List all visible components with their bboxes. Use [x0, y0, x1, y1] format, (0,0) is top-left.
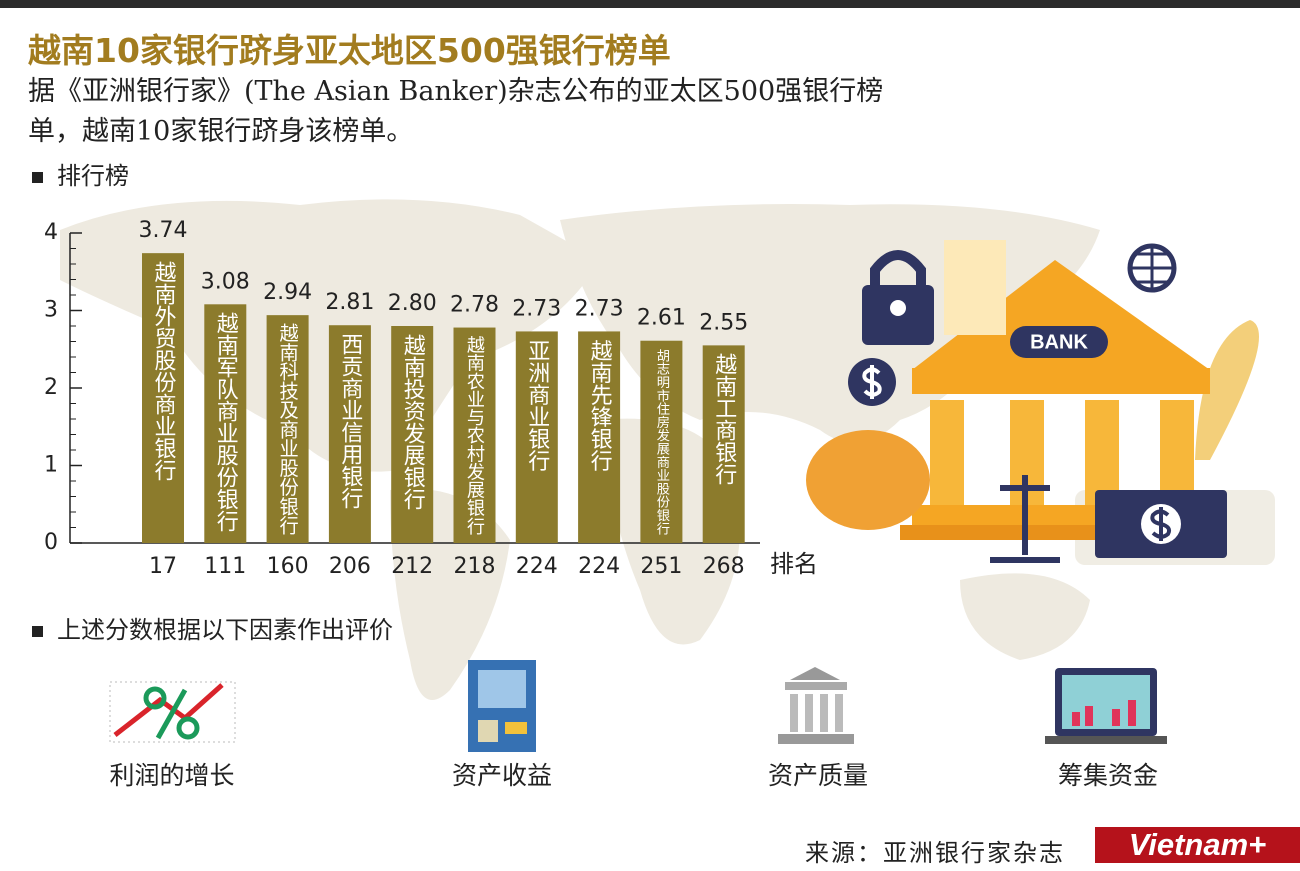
y-tick-label: 0 — [44, 530, 58, 555]
bar — [266, 315, 309, 543]
bank-name: 越南工商银行 — [711, 353, 737, 485]
value-label: 2.61 — [637, 306, 686, 331]
bank-name: 亚洲商业银行 — [524, 339, 550, 471]
bank-sign: BANK — [1030, 331, 1088, 353]
rank-label: 268 — [703, 554, 745, 579]
value-label: 2.78 — [450, 293, 499, 318]
source: 来源：亚洲银行家杂志 — [805, 839, 1065, 867]
subtitle: 据《亚洲银行家》(The Asian Banker)杂志公布的亚太区500强银行… — [28, 76, 884, 147]
bar — [578, 331, 621, 543]
factors-title: 上述分数根据以下因素作出评价 — [32, 610, 393, 645]
bar — [640, 340, 683, 543]
value-label: 2.94 — [263, 280, 312, 305]
factor-label: 利润的增长 — [109, 761, 235, 790]
bar — [204, 304, 247, 543]
bar — [328, 325, 371, 543]
rank-label: 160 — [267, 554, 309, 579]
bank-name: 胡志明市住房发展商业股份银行 — [654, 348, 670, 536]
y-tick-label: 3 — [44, 298, 58, 323]
y-tick-label: 2 — [44, 375, 58, 400]
factor-label: 资产质量 — [767, 761, 868, 790]
bar — [142, 253, 184, 543]
title: 越南10家银行跻身亚太地区500强银行榜单 — [28, 31, 671, 70]
rank-label: 224 — [578, 554, 620, 579]
bank-name: 越南军队商业股份银行 — [213, 312, 239, 532]
logo: Vietnam+ — [1095, 827, 1300, 863]
factor-icons — [109, 660, 1167, 752]
factor-label: 资产收益 — [451, 761, 552, 790]
rank-label: 212 — [391, 554, 433, 579]
bar — [453, 327, 496, 543]
factor-label: 筹集资金 — [1057, 761, 1158, 790]
top-bar — [0, 0, 1300, 8]
bank-name: 越南科技及商业股份银行 — [276, 323, 299, 535]
value-label: 2.73 — [575, 296, 624, 321]
bank-name: 越南农业与农村发展银行 — [464, 336, 485, 535]
rank-label: 224 — [516, 554, 558, 579]
rank-label: 218 — [454, 554, 496, 579]
y-tick-label: 1 — [44, 453, 58, 478]
value-label: 3.08 — [201, 269, 250, 294]
bank-name: 越南先锋银行 — [587, 339, 613, 471]
value-label: 3.74 — [139, 218, 188, 243]
value-label: 2.81 — [325, 290, 374, 315]
bank-illustration: BANK — [806, 240, 1275, 565]
bank-name: 西贡商业信用银行 — [337, 333, 363, 509]
rank-axis-label: 排名 — [770, 550, 818, 578]
rank-label: 111 — [204, 554, 246, 579]
rank-label: 206 — [329, 554, 371, 579]
bank-name: 越南外贸股份商业银行 — [151, 261, 177, 481]
rank-label: 17 — [149, 554, 177, 579]
bar — [702, 345, 745, 543]
chart-title: 排行榜 — [32, 156, 129, 191]
bar — [391, 326, 434, 543]
rank-label: 251 — [640, 554, 682, 579]
bank-name: 越南投资发展银行 — [400, 334, 426, 510]
value-label: 2.73 — [512, 296, 561, 321]
y-tick-label: 4 — [44, 220, 58, 245]
value-label: 2.80 — [388, 291, 437, 316]
value-label: 2.55 — [699, 310, 748, 335]
bar — [515, 331, 558, 543]
